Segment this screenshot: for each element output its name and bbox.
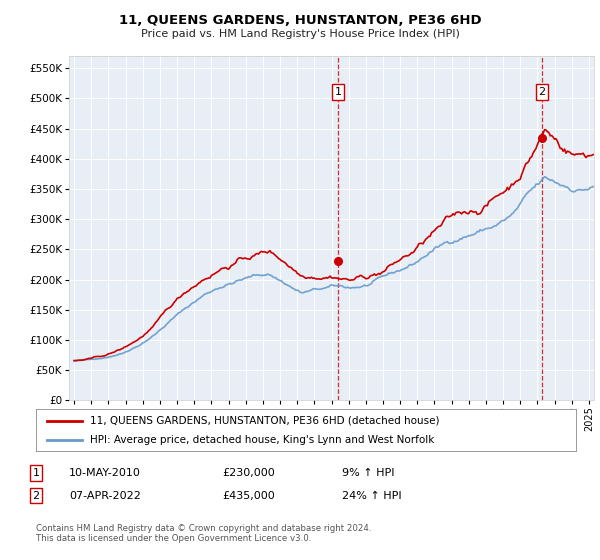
Text: 11, QUEENS GARDENS, HUNSTANTON, PE36 6HD (detached house): 11, QUEENS GARDENS, HUNSTANTON, PE36 6HD… (90, 416, 439, 426)
Text: 24% ↑ HPI: 24% ↑ HPI (342, 491, 401, 501)
Text: £435,000: £435,000 (222, 491, 275, 501)
Text: 1: 1 (334, 87, 341, 97)
Text: 2: 2 (32, 491, 40, 501)
Text: HPI: Average price, detached house, King's Lynn and West Norfolk: HPI: Average price, detached house, King… (90, 435, 434, 445)
Text: 9% ↑ HPI: 9% ↑ HPI (342, 468, 395, 478)
Text: 11, QUEENS GARDENS, HUNSTANTON, PE36 6HD: 11, QUEENS GARDENS, HUNSTANTON, PE36 6HD (119, 14, 481, 27)
Text: 2: 2 (538, 87, 545, 97)
Text: 1: 1 (32, 468, 40, 478)
Text: Price paid vs. HM Land Registry's House Price Index (HPI): Price paid vs. HM Land Registry's House … (140, 29, 460, 39)
Text: 07-APR-2022: 07-APR-2022 (69, 491, 141, 501)
Text: Contains HM Land Registry data © Crown copyright and database right 2024.
This d: Contains HM Land Registry data © Crown c… (36, 524, 371, 543)
Text: £230,000: £230,000 (222, 468, 275, 478)
Text: 10-MAY-2010: 10-MAY-2010 (69, 468, 141, 478)
